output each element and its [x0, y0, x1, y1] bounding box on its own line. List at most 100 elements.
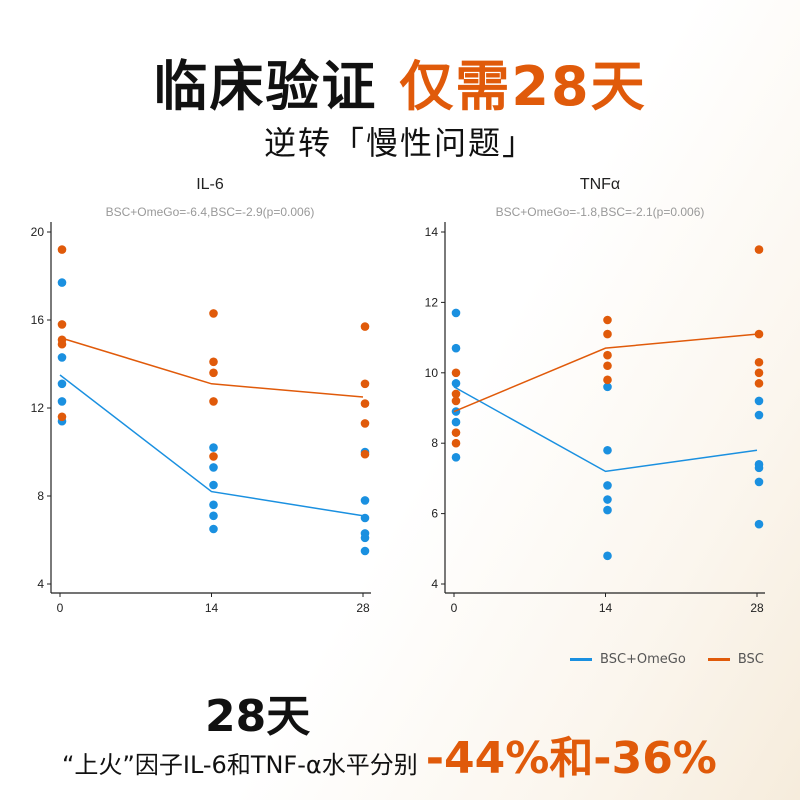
result-line: “上火”因子IL-6和TNF-α水平分别 -44%和-36% — [62, 722, 717, 786]
data-point — [209, 443, 218, 452]
y-tick-label: 4 — [431, 577, 438, 591]
y-tick-label: 14 — [425, 225, 439, 239]
y-tick-label: 6 — [431, 507, 438, 521]
data-point — [603, 382, 612, 392]
data-point — [209, 524, 218, 534]
data-point — [57, 379, 67, 389]
x-tick-label: 0 — [57, 601, 64, 615]
data-point — [603, 350, 612, 360]
y-tick-label: 20 — [31, 225, 45, 239]
data-point — [603, 551, 612, 561]
y-tick-label: 10 — [425, 366, 439, 380]
y-tick-label: 16 — [31, 313, 45, 327]
y-tick-label: 12 — [425, 295, 439, 309]
data-point — [451, 396, 461, 406]
mean-line — [59, 336, 364, 398]
data-point — [754, 410, 764, 420]
title-main: 临床验证 — [153, 55, 378, 118]
data-point — [754, 463, 764, 473]
page-title: 临床验证 仅需28天 — [0, 42, 800, 121]
data-point — [57, 397, 67, 406]
data-point — [451, 438, 461, 448]
data-point — [209, 480, 218, 490]
data-point — [754, 329, 764, 339]
data-point — [209, 463, 218, 472]
data-point — [57, 245, 67, 254]
data-point — [57, 278, 67, 287]
days-heading: 28天 — [205, 691, 311, 742]
data-point — [603, 495, 612, 504]
data-point — [360, 419, 370, 428]
data-point — [360, 496, 370, 505]
data-point — [360, 379, 370, 389]
legend-item-bsc: BSC — [707, 652, 764, 667]
data-point — [603, 329, 612, 339]
mean-line — [59, 374, 364, 517]
data-point — [209, 500, 218, 510]
legend-swatch — [570, 658, 592, 661]
data-point — [603, 505, 612, 515]
data-point — [451, 407, 461, 416]
data-point — [209, 397, 218, 406]
data-point — [360, 533, 370, 543]
data-point — [603, 315, 612, 325]
data-point — [754, 379, 764, 388]
legend-item-bsc-omego: BSC+OmeGo — [570, 652, 686, 667]
data-point — [360, 399, 370, 408]
data-point — [603, 375, 612, 385]
result-highlight: -44%和-36% — [425, 733, 717, 784]
page-subtitle: 逆转「慢性问题」 — [263, 124, 536, 162]
data-point — [754, 357, 764, 367]
data-point — [451, 379, 461, 388]
title-highlight: 仅需28天 — [399, 55, 647, 118]
y-tick-label: 8 — [431, 436, 438, 450]
data-point — [360, 546, 370, 556]
data-point — [57, 353, 67, 362]
data-point — [603, 445, 612, 455]
data-point — [360, 322, 370, 331]
data-point — [603, 481, 612, 490]
data-point — [209, 309, 218, 318]
chart-subtitle: BSC+OmeGo=-1.8,BSC=-2.1(p=0.006) — [496, 205, 705, 219]
data-point — [754, 396, 764, 406]
chart-title: IL-6 — [196, 176, 224, 193]
chart-title: TNFα — [580, 176, 620, 193]
chart-subtitle: BSC+OmeGo=-6.4,BSC=-2.9(p=0.006) — [106, 205, 315, 219]
data-point — [451, 389, 461, 399]
data-point — [57, 339, 67, 349]
y-tick-label: 8 — [37, 489, 44, 503]
legend-label: BSC+OmeGo — [600, 652, 686, 667]
y-tick-label: 4 — [37, 577, 44, 591]
data-point — [451, 428, 461, 437]
data-point — [451, 452, 461, 462]
x-tick-label: 0 — [451, 601, 458, 615]
data-point — [57, 412, 67, 422]
x-tick-label: 14 — [599, 601, 613, 615]
data-point — [209, 368, 218, 378]
data-point — [209, 511, 218, 521]
data-point — [754, 519, 764, 529]
data-point — [451, 308, 461, 318]
data-point — [209, 357, 218, 367]
x-tick-label: 14 — [205, 601, 219, 615]
y-tick-label: 12 — [31, 401, 45, 415]
x-tick-label: 28 — [750, 601, 764, 615]
data-point — [360, 513, 370, 523]
result-text: “上火”因子IL-6和TNF-α水平分别 — [62, 751, 418, 779]
data-point — [603, 361, 612, 371]
data-point — [754, 368, 764, 378]
legend-swatch — [707, 658, 730, 661]
legend: BSC+OmeGo BSC — [570, 652, 764, 667]
data-point — [360, 449, 370, 459]
legend-label: BSC — [737, 652, 764, 667]
mean-line — [453, 333, 758, 413]
data-point — [451, 417, 461, 427]
x-tick-label: 28 — [356, 601, 370, 615]
charts: IL-6 BSC+OmeGo=-6.4,BSC=-2.9(p=0.006) 4 8 12… — [31, 176, 765, 615]
data-point — [57, 320, 67, 329]
mean-line — [453, 386, 758, 473]
data-point — [451, 368, 461, 378]
data-point — [209, 452, 218, 461]
data-point — [754, 245, 764, 254]
data-point — [451, 343, 461, 353]
